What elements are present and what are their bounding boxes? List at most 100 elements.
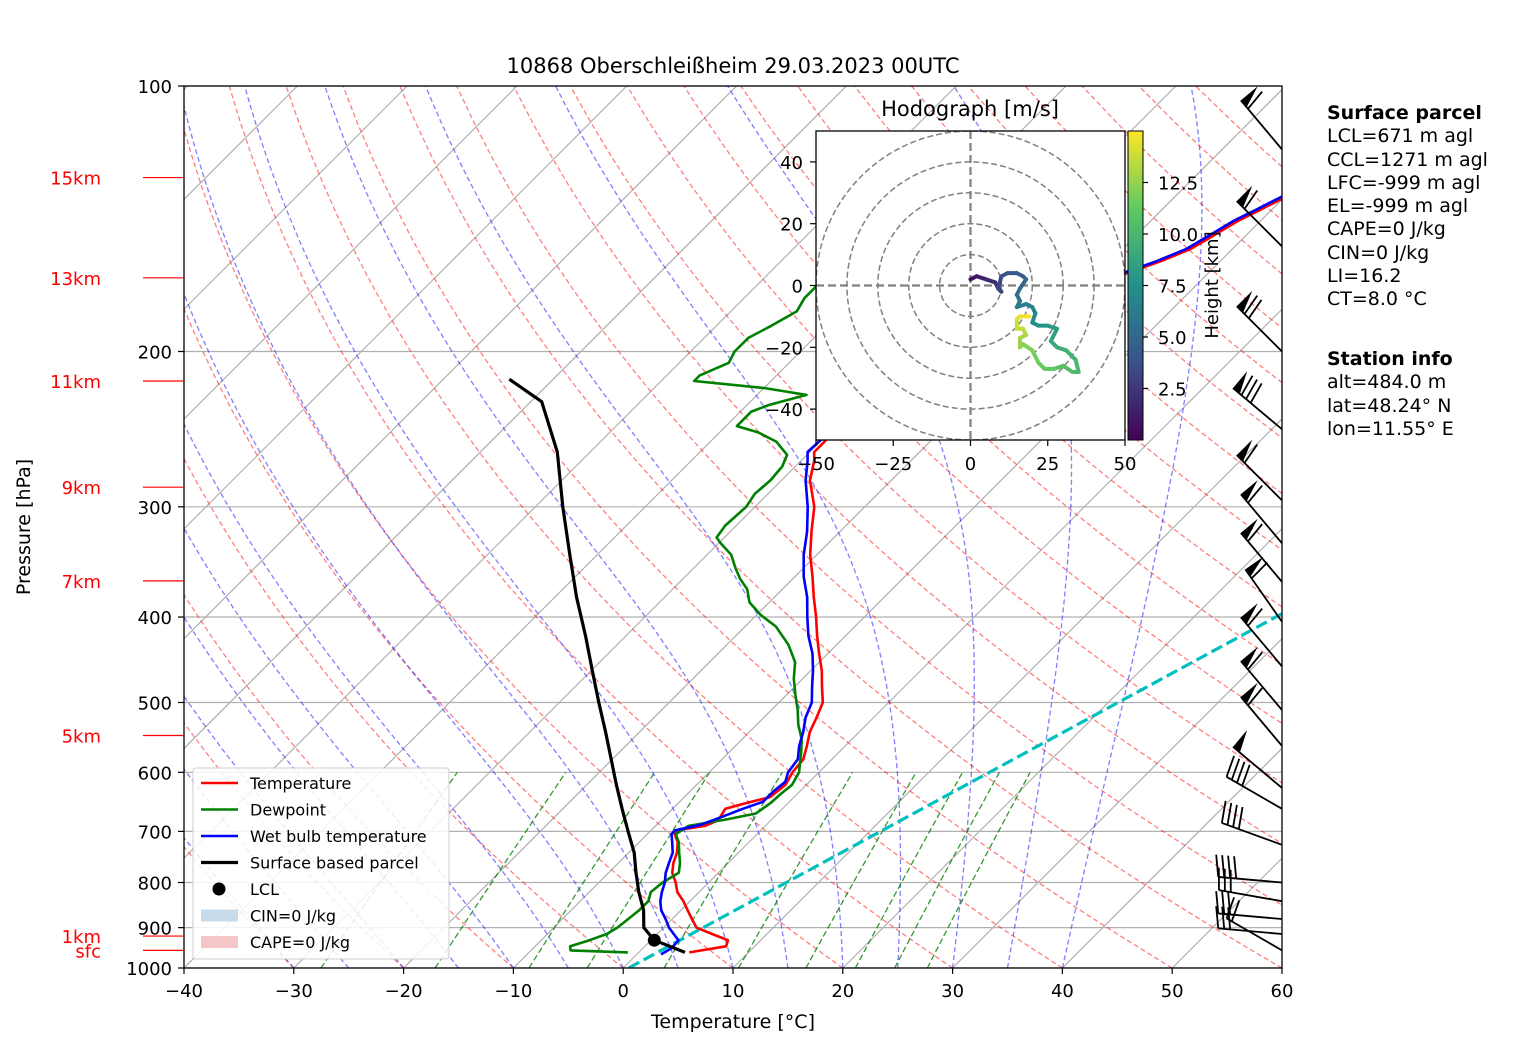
station-line: alt=484.0 m	[1327, 371, 1447, 394]
x-tick-label: 0	[617, 981, 628, 1002]
parcel-line: CT=8.0 °C	[1327, 288, 1427, 311]
isotherm	[732, 418, 1282, 968]
wind-barb	[1217, 867, 1282, 903]
moist-adiabat	[244, 86, 734, 968]
wind-barb	[1236, 439, 1282, 502]
hodograph-title: Hodograph [m/s]	[881, 97, 1059, 121]
wind-barb	[1215, 891, 1282, 920]
legend-label: CAPE=0 J/kg	[250, 933, 350, 952]
station-info: Station info alt=484.0 m lat=48.24° N lo…	[1327, 348, 1454, 441]
hodo-x-tick-label: 50	[1114, 454, 1137, 475]
isotherm	[622, 308, 1282, 968]
height-label: 5km	[62, 727, 101, 748]
hodo-x-tick-label: 0	[965, 454, 976, 475]
x-tick-label: 60	[1271, 981, 1294, 1002]
moist-adiabat	[184, 292, 624, 968]
y-tick-label: 400	[138, 608, 172, 629]
hodo-y-tick-label: −20	[765, 338, 803, 359]
mixing-ratio-line	[805, 771, 917, 968]
series-line	[568, 182, 970, 954]
moist-adiabat	[953, 86, 1073, 968]
x-tick-label: −10	[494, 981, 532, 1002]
y-tick-label: 100	[138, 77, 172, 98]
x-tick-label: 20	[831, 981, 854, 1002]
isotherm	[184, 86, 738, 640]
wind-barb	[1225, 755, 1282, 810]
parcel-line: LFC=-999 m agl	[1327, 171, 1481, 194]
wind-barb	[1240, 86, 1282, 150]
wind-barb	[1240, 480, 1282, 544]
x-tick-label: 10	[722, 981, 745, 1002]
isotherm	[512, 198, 1282, 968]
hodo-y-tick-label: 0	[792, 277, 803, 298]
dry-adiabat	[184, 457, 624, 968]
wind-barb	[1236, 185, 1282, 248]
mixing-ratio-line	[528, 771, 656, 968]
station-line: lat=48.24° N	[1327, 394, 1452, 417]
height-label: 7km	[62, 572, 101, 593]
legend-box	[192, 767, 450, 960]
wind-barb	[1240, 646, 1282, 711]
legend-label: Temperature	[249, 774, 351, 793]
legend-label: CIN=0 J/kg	[250, 907, 336, 926]
x-tick-label: 40	[1051, 981, 1074, 1002]
station-info-title: Station info	[1327, 348, 1453, 370]
colorbar-tick-label: 12.5	[1158, 174, 1198, 195]
colorbar-tick-label: 2.5	[1158, 380, 1187, 401]
hodograph-segment	[1030, 348, 1041, 365]
isotherm	[0, 86, 78, 968]
moist-adiabat	[184, 103, 679, 968]
legend-label: Surface based parcel	[250, 854, 419, 873]
colorbar-tick-label: 5.0	[1158, 328, 1187, 349]
hodograph-background	[816, 131, 1125, 440]
y-tick-label: 900	[138, 919, 172, 940]
dry-adiabat	[399, 86, 1282, 968]
mixing-ratio-line	[738, 771, 854, 968]
x-tick-label: −20	[385, 981, 423, 1002]
parcel-line: CIN=0 J/kg	[1327, 241, 1430, 264]
dry-adiabat	[456, 86, 1282, 906]
dry-adiabat	[569, 86, 1282, 784]
legend-label: LCL	[250, 880, 279, 899]
mixing-ratio-line	[894, 771, 1000, 968]
wind-barb	[1232, 729, 1282, 789]
wind-barb	[1236, 290, 1282, 353]
isotherm	[184, 86, 628, 530]
isotherm	[184, 86, 518, 420]
moist-adiabat	[184, 422, 569, 968]
parcel-line: LI=16.2	[1327, 265, 1402, 288]
surface-parcel-info: Surface parcel LCL=671 m agl CCL=1271 m …	[1327, 102, 1488, 312]
legend-label: Wet bulb temperature	[250, 827, 427, 846]
dry-adiabat	[184, 307, 734, 968]
lcl-marker	[647, 933, 661, 947]
height-label: sfc	[75, 941, 101, 962]
colorbar-tick-label: 10.0	[1158, 225, 1198, 246]
hodograph-plot	[816, 131, 1125, 440]
mixing-ratio-line	[586, 771, 711, 968]
hodograph-segment	[1073, 357, 1081, 375]
isotherm	[842, 527, 1282, 968]
y-tick-label: 1000	[126, 959, 172, 980]
station-line: lon=11.55° E	[1327, 417, 1454, 440]
series-line	[508, 377, 686, 954]
parcel-line: CAPE=0 J/kg	[1327, 218, 1446, 241]
x-tick-label: −30	[275, 981, 313, 1002]
surface-parcel-title: Surface parcel	[1327, 102, 1482, 124]
moist-adiabat	[1061, 86, 1203, 968]
height-label: 9km	[62, 478, 101, 499]
mixing-ratio-line	[434, 771, 567, 968]
x-tick-label: 50	[1161, 981, 1184, 1002]
height-label: 15km	[50, 169, 101, 190]
hodograph-segment	[996, 274, 1004, 291]
wind-barb	[1215, 854, 1282, 884]
legend-swatch	[201, 909, 238, 922]
colorbar	[1127, 130, 1144, 441]
wind-barb	[1244, 556, 1282, 623]
legend-swatch	[212, 882, 226, 896]
isotherm	[1061, 747, 1282, 968]
hodo-x-tick-label: 25	[1036, 454, 1059, 475]
dry-adiabat	[228, 86, 953, 968]
y-tick-label: 200	[138, 343, 172, 364]
moist-adiabat	[184, 615, 460, 968]
